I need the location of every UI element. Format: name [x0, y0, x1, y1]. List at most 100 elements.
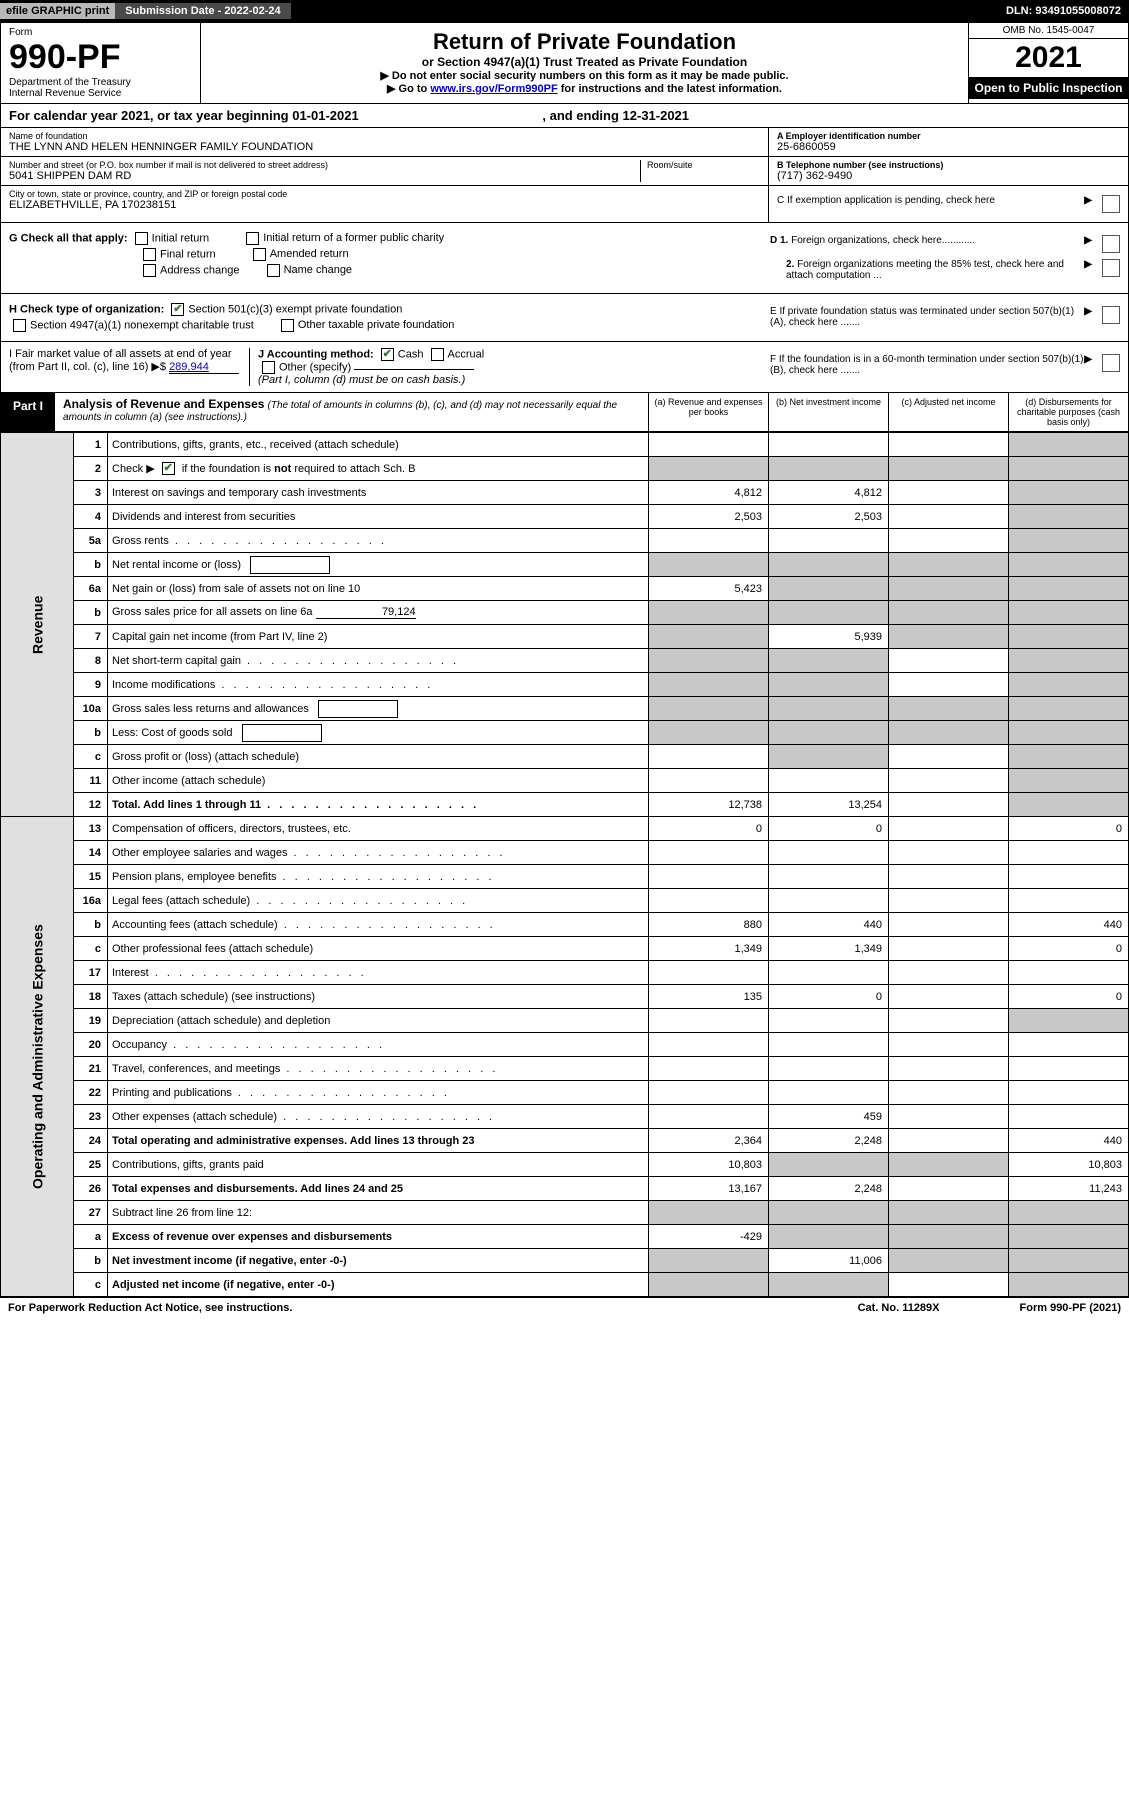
line-number: 7	[74, 625, 108, 649]
cell-b	[769, 457, 889, 481]
g-amended-checkbox[interactable]	[253, 248, 266, 261]
line-description: Total expenses and disbursements. Add li…	[108, 1177, 649, 1201]
cell-c	[889, 889, 1009, 913]
cell-b	[769, 865, 889, 889]
g-initial-label: Initial return	[152, 232, 209, 244]
h-other-checkbox[interactable]	[281, 319, 294, 332]
cell-d	[1009, 721, 1129, 745]
cell-a	[649, 865, 769, 889]
cell-a: 4,812	[649, 481, 769, 505]
footer-paperwork: For Paperwork Reduction Act Notice, see …	[8, 1302, 292, 1314]
cell-b	[769, 673, 889, 697]
line-number: 19	[74, 1009, 108, 1033]
cell-b	[769, 1201, 889, 1225]
g-name-checkbox[interactable]	[267, 264, 280, 277]
j-other-input[interactable]	[354, 369, 474, 370]
cell-c	[889, 1009, 1009, 1033]
arrow-icon: ▶	[1084, 306, 1092, 317]
cell-b: 0	[769, 985, 889, 1009]
c-exemption-checkbox[interactable]	[1102, 195, 1120, 213]
g-initial-checkbox[interactable]	[135, 232, 148, 245]
j-accrual-checkbox[interactable]	[431, 348, 444, 361]
inline-value-box[interactable]	[250, 556, 330, 574]
line-description: Contributions, gifts, grants paid	[108, 1153, 649, 1177]
h-label: H Check type of organization:	[9, 303, 164, 315]
cell-d	[1009, 841, 1129, 865]
cell-c	[889, 673, 1009, 697]
cell-c	[889, 577, 1009, 601]
f-checkbox[interactable]	[1102, 354, 1120, 372]
cell-d	[1009, 1249, 1129, 1273]
check-section-g: G Check all that apply: Initial return I…	[0, 223, 1129, 294]
line-number: 14	[74, 841, 108, 865]
line-number: 23	[74, 1105, 108, 1129]
cell-d	[1009, 553, 1129, 577]
h-501c3-checkbox[interactable]: ✔	[171, 303, 184, 316]
line-number: c	[74, 745, 108, 769]
cell-b	[769, 841, 889, 865]
cell-d	[1009, 1081, 1129, 1105]
line-description: Total operating and administrative expen…	[108, 1129, 649, 1153]
schb-checkbox[interactable]: ✔	[162, 462, 175, 475]
efile-print-button[interactable]: efile GRAPHIC print	[0, 3, 115, 19]
inline-value-box[interactable]	[318, 700, 398, 718]
cell-c	[889, 1081, 1009, 1105]
cell-a: 10,803	[649, 1153, 769, 1177]
line-description: Other expenses (attach schedule)	[108, 1105, 649, 1129]
arrow-icon: ▶	[1084, 259, 1092, 270]
line-description: Adjusted net income (if negative, enter …	[108, 1273, 649, 1297]
cell-c	[889, 745, 1009, 769]
cell-c	[889, 553, 1009, 577]
cell-b	[769, 601, 889, 625]
cell-d	[1009, 433, 1129, 457]
c-exemption-label: C If exemption application is pending, c…	[777, 195, 1084, 206]
cell-c	[889, 625, 1009, 649]
check-section-h: H Check type of organization: ✔Section 5…	[0, 294, 1129, 342]
city-state-zip: ELIZABETHVILLE, PA 170238151	[9, 199, 760, 211]
line-description: Other employee salaries and wages	[108, 841, 649, 865]
h-4947-checkbox[interactable]	[13, 319, 26, 332]
cell-b: 5,939	[769, 625, 889, 649]
g-initial-former-checkbox[interactable]	[246, 232, 259, 245]
d2-checkbox[interactable]	[1102, 259, 1120, 277]
j-other-checkbox[interactable]	[262, 361, 275, 374]
j-cash-checkbox[interactable]: ✔	[381, 348, 394, 361]
cell-c	[889, 1177, 1009, 1201]
line-description: Net short-term capital gain	[108, 649, 649, 673]
tax-year: 2021	[969, 39, 1128, 77]
line-number: 2	[74, 457, 108, 481]
submission-date: Submission Date - 2022-02-24	[115, 3, 290, 19]
cell-c	[889, 697, 1009, 721]
cell-a	[649, 553, 769, 577]
cal-year-end: , and ending 12-31-2021	[542, 108, 689, 123]
line-description: Occupancy	[108, 1033, 649, 1057]
cell-a: 2,503	[649, 505, 769, 529]
cell-c	[889, 841, 1009, 865]
line-description: Accounting fees (attach schedule)	[108, 913, 649, 937]
line-number: 13	[74, 817, 108, 841]
h-other-label: Other taxable private foundation	[298, 319, 455, 331]
col-d-header: (d) Disbursements for charitable purpose…	[1008, 393, 1128, 431]
d1-label: Foreign organizations, check here.......…	[791, 235, 975, 246]
cell-a: 5,423	[649, 577, 769, 601]
line-number: b	[74, 913, 108, 937]
cell-c	[889, 529, 1009, 553]
line-number: 12	[74, 793, 108, 817]
cell-d	[1009, 865, 1129, 889]
g-addr-checkbox[interactable]	[143, 264, 156, 277]
cell-c	[889, 1129, 1009, 1153]
cell-b	[769, 577, 889, 601]
g-final-checkbox[interactable]	[143, 248, 156, 261]
inline-value-box[interactable]	[242, 724, 322, 742]
instruct2-prefix: ▶ Go to	[387, 83, 430, 95]
line-number: 24	[74, 1129, 108, 1153]
calendar-year-row: For calendar year 2021, or tax year begi…	[0, 104, 1129, 128]
i-fmv-value[interactable]: 289,944	[169, 361, 239, 374]
cell-d	[1009, 673, 1129, 697]
d1-checkbox[interactable]	[1102, 235, 1120, 253]
irs-link[interactable]: www.irs.gov/Form990PF	[430, 83, 557, 95]
line-description: Travel, conferences, and meetings	[108, 1057, 649, 1081]
e-checkbox[interactable]	[1102, 306, 1120, 324]
col-b-header: (b) Net investment income	[768, 393, 888, 431]
line-number: 8	[74, 649, 108, 673]
